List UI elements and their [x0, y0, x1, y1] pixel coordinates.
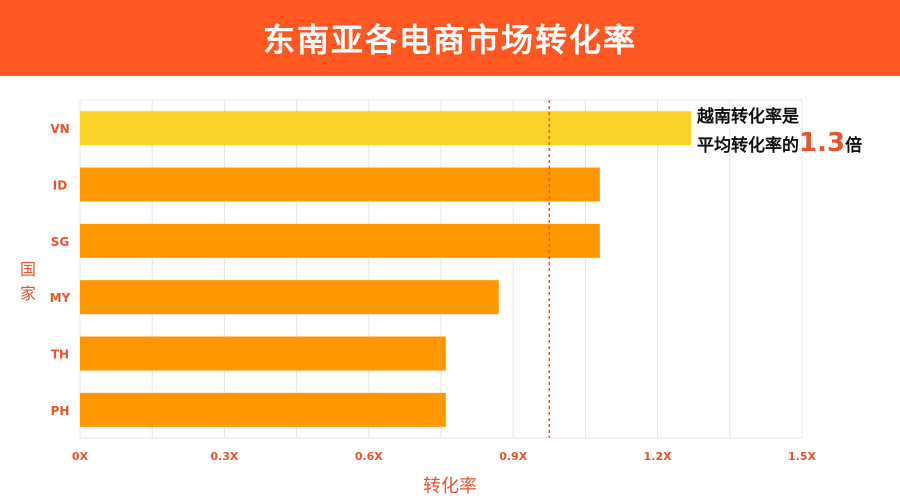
bar-vn — [80, 111, 692, 146]
grid-lines — [79, 99, 803, 439]
bar-id — [80, 167, 600, 202]
chart-title: 东南亚各电商市场转化率 — [262, 21, 637, 59]
x-tick-label: 0.6X — [355, 450, 383, 463]
bar-th — [80, 336, 446, 371]
category-label: ID — [53, 179, 67, 193]
category-label: VN — [50, 122, 69, 136]
bar-ph — [80, 392, 446, 427]
annotation-value: 1.3 — [799, 128, 846, 158]
category-label: TH — [51, 348, 69, 362]
x-tick-label: 1.5X — [788, 450, 816, 463]
annotation: 越南转化率是 平均转化率的1.3倍 — [697, 104, 897, 159]
bars — [80, 111, 692, 427]
x-tick-label: 0X — [72, 450, 89, 463]
annotation-suffix: 倍 — [845, 136, 863, 156]
axis-labels: VN ID SG MY TH PH 0X 0.3X 0.6X 0.9X 1.2X 1.5X — [50, 122, 817, 463]
header-banner: 东南亚各电商市场转化率 — [0, 0, 900, 76]
x-tick-label: 0.9X — [499, 450, 527, 463]
annotation-line-2: 平均转化率的1.3倍 — [697, 130, 897, 159]
bar-my — [80, 280, 499, 315]
category-label: PH — [51, 404, 70, 418]
x-axis-title: 转化率 — [423, 476, 477, 497]
category-label: MY — [50, 291, 71, 305]
category-label: SG — [51, 235, 70, 249]
bar-sg — [80, 223, 600, 258]
annotation-line-1: 越南转化率是 — [697, 107, 799, 127]
x-tick-label: 1.2X — [644, 450, 672, 463]
annotation-prefix: 平均转化率的 — [697, 136, 799, 156]
x-tick-label: 0.3X — [210, 450, 238, 463]
y-axis-title: 国家 — [19, 260, 36, 303]
